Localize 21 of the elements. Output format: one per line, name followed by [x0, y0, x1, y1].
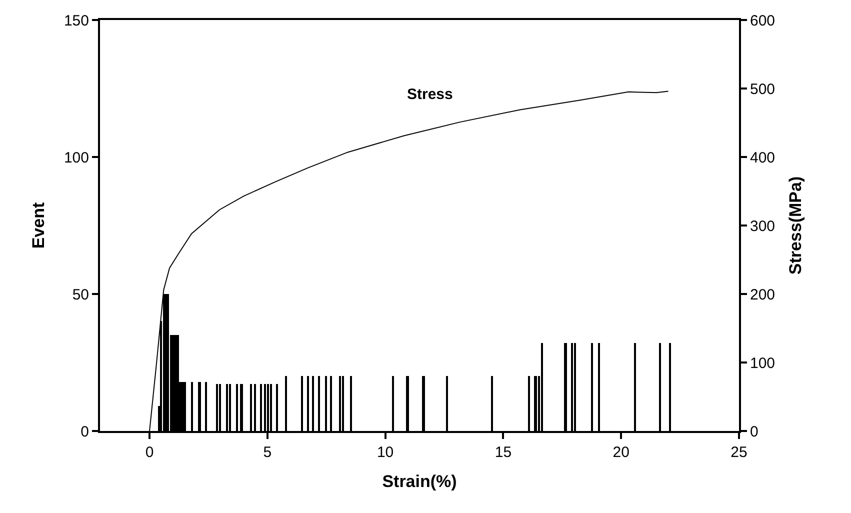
y-tick-label: 50 [72, 286, 89, 304]
x-tick-label: 25 [730, 444, 748, 461]
y-tick-label: 100 [64, 149, 89, 166]
y2-tick-label: 600 [750, 12, 776, 30]
x-tick-label: 5 [263, 444, 272, 461]
y2-tick-label: 200 [750, 286, 776, 304]
x-tick-label: 10 [376, 444, 394, 461]
series-label: Stress [407, 86, 453, 103]
y2-axis-title: Stress(MPa) [786, 176, 805, 275]
y2-tick-label: 0 [750, 423, 758, 440]
x-tick-label: 0 [145, 444, 154, 461]
x-tick-label: 15 [494, 444, 512, 461]
x-tick-label: 20 [612, 444, 630, 461]
y-axis-title: Event [29, 202, 48, 249]
y-tick-label: 0 [80, 423, 89, 440]
y-tick-label: 150 [64, 12, 89, 30]
y2-tick-label: 300 [750, 218, 776, 235]
y2-tick-label: 400 [750, 149, 776, 166]
y2-tick-label: 100 [750, 354, 776, 372]
x-axis-title: Strain(%) [382, 472, 457, 491]
y2-tick-label: 500 [750, 80, 776, 98]
